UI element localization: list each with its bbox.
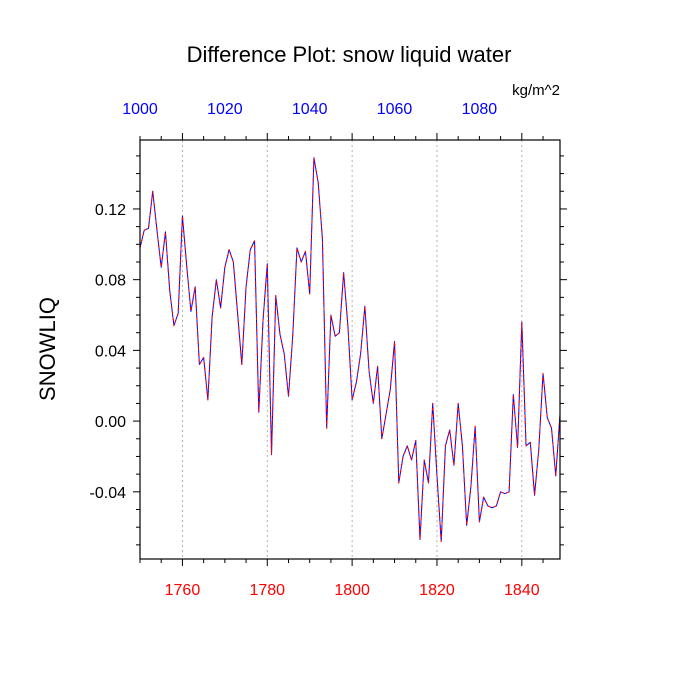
units-label: kg/m^2	[512, 82, 560, 99]
chart-title: Difference Plot: snow liquid water	[187, 42, 512, 67]
x-tick-label-bottom-1820: 1820	[419, 582, 455, 599]
x-tick-label-bottom-1840: 1840	[504, 582, 540, 599]
y-tick-label-0.00: 0.00	[95, 414, 126, 431]
series-line-overlay-difference	[139, 157, 561, 542]
x-tick-label-top-1060: 1060	[377, 101, 413, 118]
x-tick-label-bottom-1800: 1800	[334, 582, 370, 599]
y-tick-label--0.04: -0.04	[90, 485, 127, 502]
x-tick-label-top-1000: 1000	[122, 101, 158, 118]
x-tick-label-bottom-1780: 1780	[249, 582, 285, 599]
series-lines	[139, 157, 561, 542]
x-tick-label-top-1040: 1040	[292, 101, 328, 118]
y-tick-label-0.04: 0.04	[95, 343, 126, 360]
x-tick-label-bottom-1760: 1760	[165, 582, 201, 599]
tick-labels: 0.12 0.08 0.04 0.00 -0.04 1760 1780 1800 1820 184…	[90, 101, 540, 599]
x-tick-label-top-1020: 1020	[207, 101, 243, 118]
x-tick-label-top-1080: 1080	[462, 101, 498, 118]
axes	[133, 133, 567, 566]
plot-frame	[139, 139, 561, 560]
y-tick-label-0.08: 0.08	[95, 273, 126, 290]
y-axis-label: SNOWLIQ	[35, 297, 60, 401]
y-tick-label-0.12: 0.12	[95, 202, 126, 219]
